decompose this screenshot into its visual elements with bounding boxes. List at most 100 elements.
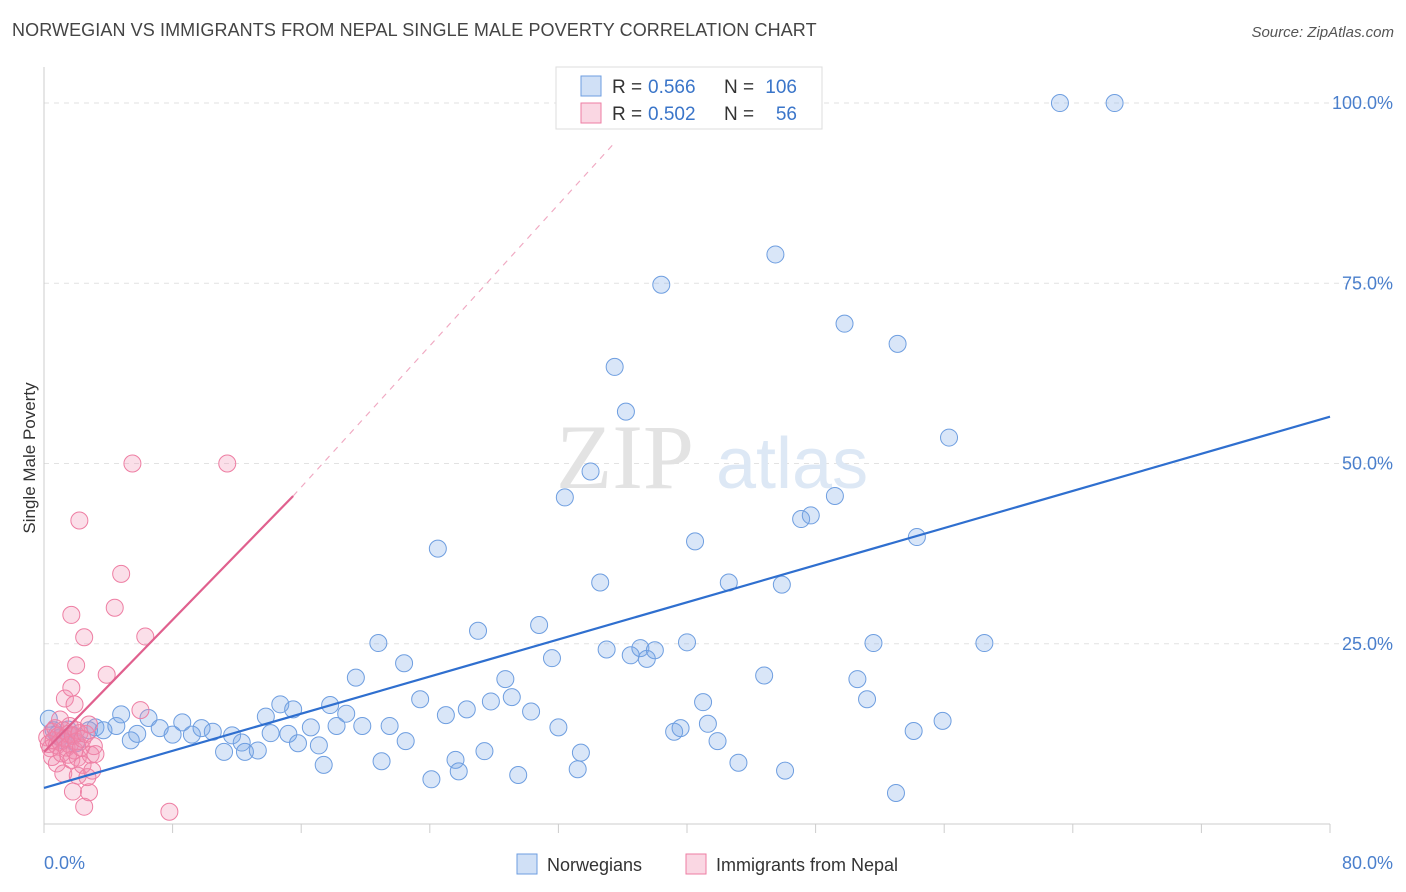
point-norwegians bbox=[112, 705, 131, 724]
point-norwegians bbox=[755, 666, 774, 685]
point-norwegians bbox=[436, 706, 455, 725]
x-tick-label-min: 0.0% bbox=[44, 853, 85, 873]
point-norwegians bbox=[279, 724, 298, 743]
point-norwegians bbox=[422, 770, 441, 789]
point-nepal bbox=[67, 656, 86, 675]
point-norwegians bbox=[597, 640, 616, 659]
point-norwegians bbox=[671, 719, 690, 738]
point-norwegians bbox=[346, 668, 365, 687]
point-norwegians bbox=[314, 755, 333, 774]
point-norwegians bbox=[858, 690, 877, 709]
stats-r-label-norwegians: R = bbox=[612, 77, 642, 98]
stats-legend-box bbox=[555, 66, 823, 130]
point-norwegians bbox=[1105, 94, 1124, 113]
point-norwegians bbox=[694, 693, 713, 712]
point-norwegians bbox=[801, 506, 820, 525]
point-nepal bbox=[51, 710, 70, 729]
point-norwegians bbox=[395, 654, 414, 673]
point-norwegians bbox=[469, 621, 488, 640]
point-nepal bbox=[218, 454, 237, 473]
point-norwegians bbox=[631, 639, 650, 658]
point-nepal bbox=[112, 564, 131, 583]
point-norwegians bbox=[284, 700, 303, 719]
point-norwegians bbox=[449, 762, 468, 781]
source-credit: Source: ZipAtlas.com bbox=[1251, 24, 1394, 41]
stats-n-label-norwegians: N = bbox=[724, 77, 754, 98]
point-norwegians bbox=[605, 357, 624, 376]
point-norwegians bbox=[835, 314, 854, 333]
point-norwegians bbox=[522, 702, 541, 721]
y-tick-label: 50.0% bbox=[1342, 454, 1393, 474]
point-norwegians bbox=[555, 488, 574, 507]
point-nepal bbox=[62, 605, 81, 624]
point-norwegians bbox=[509, 765, 528, 784]
point-norwegians bbox=[645, 641, 664, 660]
point-nepal bbox=[160, 802, 179, 821]
data-points bbox=[38, 94, 1124, 821]
point-norwegians bbox=[776, 761, 795, 780]
point-norwegians bbox=[428, 539, 447, 558]
point-nepal bbox=[62, 750, 81, 769]
y-tick-label: 75.0% bbox=[1342, 273, 1393, 293]
legend-label-norwegians: Norwegians bbox=[547, 855, 642, 875]
point-norwegians bbox=[792, 510, 811, 529]
point-norwegians bbox=[369, 634, 388, 653]
point-nepal bbox=[105, 598, 124, 617]
point-norwegians bbox=[232, 733, 251, 752]
point-norwegians bbox=[940, 428, 959, 447]
point-norwegians bbox=[542, 649, 561, 668]
point-norwegians bbox=[107, 716, 126, 735]
point-norwegians bbox=[457, 700, 476, 719]
point-norwegians bbox=[502, 688, 521, 707]
point-norwegians bbox=[848, 670, 867, 689]
point-nepal bbox=[62, 678, 81, 697]
chart-title: NORWEGIAN VS IMMIGRANTS FROM NEPAL SINGL… bbox=[12, 20, 817, 40]
point-nepal bbox=[136, 627, 155, 646]
point-norwegians bbox=[380, 716, 399, 735]
point-norwegians bbox=[772, 575, 791, 594]
point-norwegians bbox=[652, 275, 671, 294]
point-norwegians bbox=[616, 402, 635, 421]
point-norwegians bbox=[163, 725, 182, 744]
y-tick-label: 25.0% bbox=[1342, 634, 1393, 654]
point-norwegians bbox=[309, 736, 328, 755]
stats-legend: R = 0.566 N = 106 R = 0.502 N = 56 bbox=[555, 66, 823, 130]
trendline-nepal bbox=[43, 495, 294, 753]
point-norwegians bbox=[301, 718, 320, 737]
point-norwegians bbox=[261, 724, 280, 743]
point-norwegians bbox=[215, 742, 234, 761]
point-nepal bbox=[70, 511, 89, 530]
watermark-atlas: atlas bbox=[716, 424, 868, 504]
point-norwegians bbox=[568, 760, 587, 779]
point-norwegians bbox=[571, 743, 590, 762]
legend-label-nepal: Immigrants from Nepal bbox=[716, 855, 898, 875]
point-norwegians bbox=[698, 714, 717, 733]
point-norwegians bbox=[888, 334, 907, 353]
point-norwegians bbox=[182, 725, 201, 744]
point-norwegians bbox=[581, 462, 600, 481]
stats-r-label-nepal: R = bbox=[612, 104, 642, 125]
point-nepal bbox=[97, 665, 116, 684]
point-nepal bbox=[63, 782, 82, 801]
point-norwegians bbox=[337, 704, 356, 723]
point-norwegians bbox=[173, 713, 192, 732]
point-norwegians bbox=[353, 716, 372, 735]
point-norwegians bbox=[288, 734, 307, 753]
series-legend: Norwegians Immigrants from Nepal bbox=[516, 853, 898, 875]
point-nepal bbox=[55, 689, 74, 708]
point-norwegians bbox=[121, 731, 140, 750]
point-norwegians bbox=[327, 716, 346, 735]
watermark-zip: ZIP bbox=[556, 406, 694, 508]
point-nepal bbox=[123, 454, 142, 473]
legend-swatch-nepal bbox=[685, 853, 707, 875]
trendlines bbox=[43, 142, 1331, 790]
point-norwegians bbox=[975, 634, 994, 653]
point-norwegians bbox=[396, 732, 415, 751]
point-norwegians bbox=[530, 616, 549, 635]
trendline-nepal-extension bbox=[292, 142, 616, 497]
point-norwegians bbox=[766, 245, 785, 264]
point-nepal bbox=[75, 797, 94, 816]
point-nepal bbox=[80, 783, 99, 802]
point-norwegians bbox=[729, 753, 748, 772]
stats-legend-swatch-norwegians bbox=[580, 75, 602, 97]
